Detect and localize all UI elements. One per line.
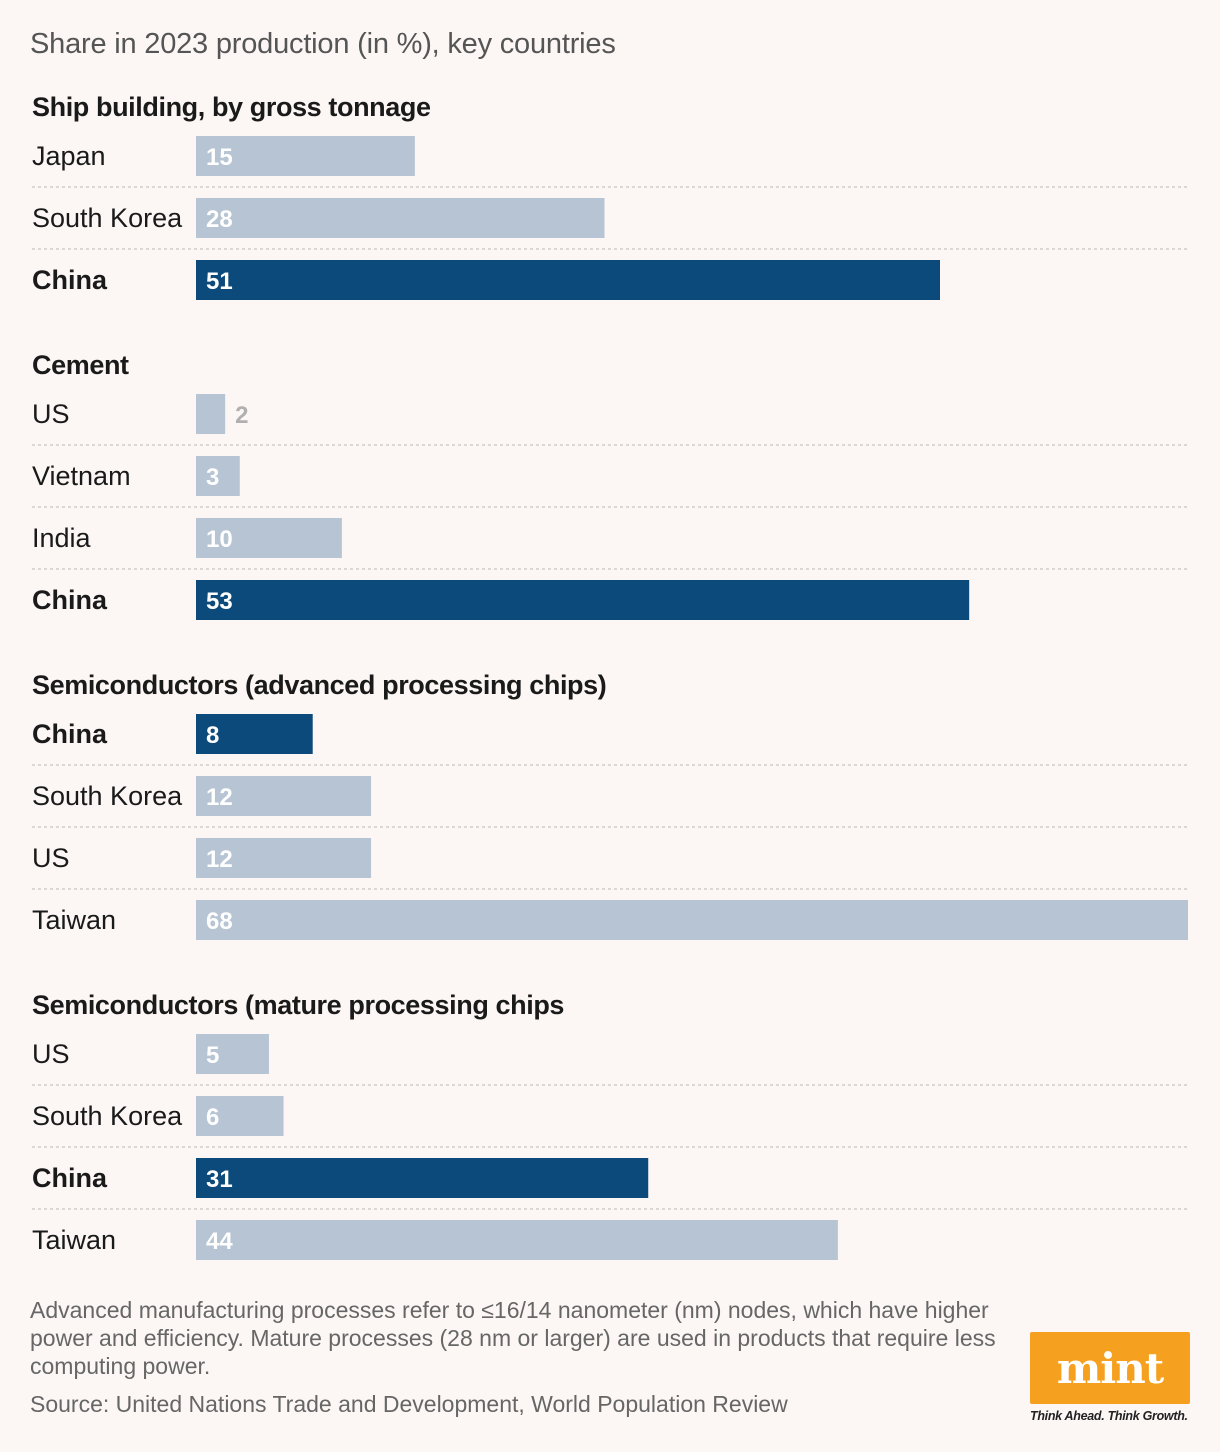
value-label: 15 [206,144,233,171]
value-label: 10 [206,526,233,553]
value-label: 44 [206,1228,233,1255]
category-label: China [32,1163,108,1193]
value-label: 31 [206,1166,233,1193]
category-label: China [32,585,108,615]
source-note: Source: United Nations Trade and Develop… [30,1391,788,1417]
category-label: China [32,265,108,295]
bar [196,580,970,620]
bar [196,1034,269,1074]
category-label: US [32,1039,70,1069]
bar [196,136,415,176]
category-label: US [32,843,70,873]
value-label: 51 [206,268,233,295]
category-label: South Korea [32,1101,183,1131]
value-label: 5 [206,1042,219,1069]
logo-tagline: Think Ahead. Think Growth. [1030,1409,1188,1423]
value-label: 12 [206,784,233,811]
value-label: 8 [206,722,219,749]
bar-chart: Ship building, by gross tonnage Japan 15 So… [32,92,1188,1260]
value-label: 12 [206,846,233,873]
panel-title: Semiconductors (mature processing chips [32,990,564,1020]
category-label: Vietnam [32,461,131,491]
bar [196,518,342,558]
value-label: 68 [206,908,233,935]
category-label: South Korea [32,781,183,811]
chart-subtitle: Share in 2023 production (in %), key cou… [30,28,616,60]
bar [196,776,372,816]
bar [196,198,605,238]
value-label: 2 [235,402,248,429]
category-label: US [32,399,70,429]
value-label: 28 [206,206,233,233]
mint-logo: mint [1030,1332,1190,1404]
category-label: India [32,523,92,553]
category-label: China [32,719,108,749]
panel-title: Ship building, by gross tonnage [32,92,431,122]
bar [196,260,940,300]
bar [196,394,226,434]
category-label: Japan [32,141,106,171]
bar [196,838,372,878]
footnote: Advanced manufacturing processes refer t… [30,1297,996,1379]
panel-title: Semiconductors (advanced processing chip… [32,670,606,700]
value-label: 53 [206,588,233,615]
bar [196,1158,649,1198]
bar [196,900,1188,940]
logo-text: mint [1056,1343,1164,1393]
bar [196,456,240,496]
category-label: Taiwan [32,1225,116,1255]
category-label: South Korea [32,203,183,233]
bar [196,714,313,754]
category-label: Taiwan [32,905,116,935]
bar [196,1220,838,1260]
value-label: 3 [206,464,219,491]
value-label: 6 [206,1104,219,1131]
panel-title: Cement [32,350,129,380]
bar [196,1096,284,1136]
